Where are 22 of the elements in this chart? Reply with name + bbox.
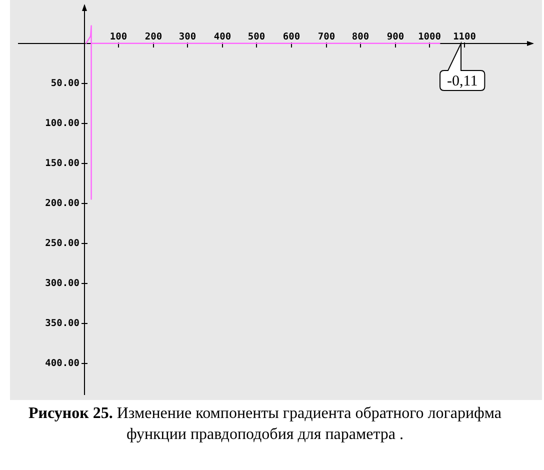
text: Изменение компоненты градиента обратного логарифма функции правдоподобия для параметра . xyxy=(116,405,502,443)
x-tick-label: 300 xyxy=(178,32,196,42)
annotation: -0,11 xyxy=(446,73,478,90)
y-tick-label: 250.00 xyxy=(45,238,80,249)
x-tick-label: 600 xyxy=(282,32,300,42)
x-tick-label: 1000 xyxy=(418,32,442,42)
y-tick-label: 50.00 xyxy=(50,78,80,89)
x-tick-label: 500 xyxy=(248,32,266,42)
y-tick-label: 300.00 xyxy=(45,278,80,289)
x-tick-label: 1100 xyxy=(453,32,476,42)
y-tick-label: 150.00 xyxy=(45,158,80,169)
x-tick-label: 700 xyxy=(318,32,336,42)
x-tick-label: 400 xyxy=(214,32,232,42)
y-tick-label: 100.00 xyxy=(45,118,80,129)
x-tick-label: 900 xyxy=(386,32,404,42)
y-tick-label: 200.00 xyxy=(45,198,80,209)
x-tick-label: 200 xyxy=(144,32,162,42)
x-tick-label: 100 xyxy=(110,32,128,42)
y-tick-label: 350.00 xyxy=(45,318,80,329)
y-tick-label: 400.00 xyxy=(45,358,80,369)
text: Рисунок 25. xyxy=(28,405,113,422)
x-tick-label: 800 xyxy=(352,32,370,42)
